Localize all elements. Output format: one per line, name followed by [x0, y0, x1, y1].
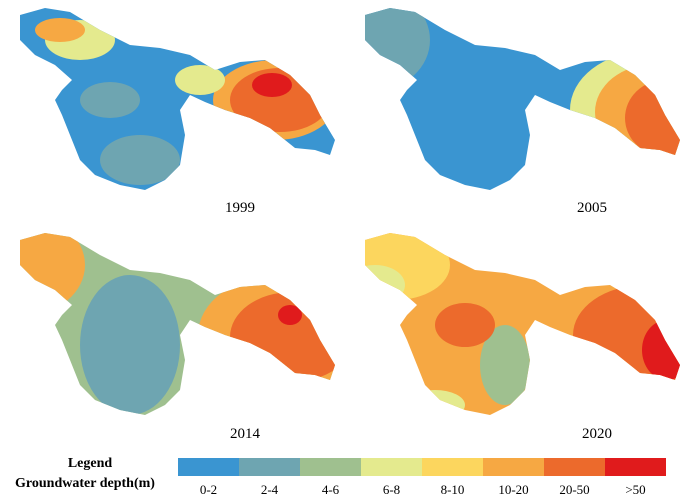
legend-label: 0-2: [200, 482, 217, 497]
legend-swatch: [178, 458, 239, 476]
map-region: [252, 73, 292, 97]
legend-swatch: [239, 458, 300, 476]
map: [20, 233, 335, 415]
legend-swatch: [361, 458, 422, 476]
legend-label: 20-50: [559, 482, 589, 497]
map-label: 2014: [230, 426, 261, 442]
map-region: [365, 265, 405, 305]
map-region: [625, 80, 680, 156]
map-label: 2005: [577, 200, 607, 216]
legend-swatch: [300, 458, 361, 476]
legend-label: 6-8: [383, 482, 400, 497]
map-region: [435, 303, 495, 347]
map-label: 1999: [225, 200, 255, 216]
legend-label: 8-10: [441, 482, 465, 497]
map-label: 2020: [582, 426, 612, 442]
map: [365, 233, 680, 415]
legend-swatch: [422, 458, 483, 476]
legend-swatch: [483, 458, 544, 476]
map-region: [35, 18, 85, 42]
legend-swatch: [605, 458, 666, 476]
map-region: [405, 390, 465, 415]
map: [365, 8, 680, 190]
legend-label: >50: [625, 482, 645, 497]
map-region: [80, 275, 180, 415]
map-region: [365, 8, 430, 90]
map: [20, 8, 335, 190]
map-region: [480, 325, 530, 405]
map-region: [100, 135, 180, 185]
map-region: [365, 233, 450, 300]
map-region: [175, 65, 225, 95]
legend-swatch: [544, 458, 605, 476]
legend-label: 2-4: [261, 482, 279, 497]
map-region: [278, 305, 302, 325]
map-region: [80, 82, 140, 118]
legend-label: 4-6: [322, 482, 340, 497]
legend-title: Legend: [68, 456, 113, 471]
legend-label: 10-20: [498, 482, 528, 497]
legend-subtitle: Groundwater depth(m): [15, 476, 155, 491]
map-region: [20, 233, 85, 315]
